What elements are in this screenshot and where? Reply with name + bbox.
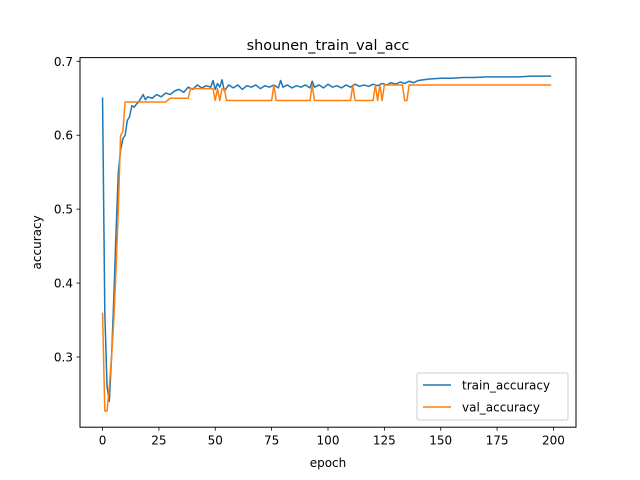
y-tick-label: 0.5 [54,203,73,217]
y-tick-label: 0.3 [54,350,73,364]
x-tick-label: 125 [373,434,396,448]
plot-lines [101,75,552,412]
series-line-val-accuracy [101,84,552,412]
x-tick-label: 50 [208,434,223,448]
y-tick-label: 0.4 [54,277,73,291]
legend-val-accuracy-label: val_accuracy [462,401,540,415]
x-tick-label: 0 [99,434,107,448]
chart-title: shounen_train_val_acc [247,38,410,54]
x-tick-label: 75 [264,434,279,448]
x-tick-label: 200 [542,434,565,448]
y-tick-label: 0.7 [54,55,73,69]
legend-box [416,372,569,421]
legend: train_accuracy val_accuracy [416,372,569,421]
y-tick-label: 0.6 [54,129,73,143]
y-axis-label: accuracy [30,215,44,269]
x-tick-label: 175 [486,434,509,448]
legend-train-accuracy-label: train_accuracy [462,379,550,393]
y-ticks: 0.3 0.4 0.5 0.6 0.7 [54,55,80,364]
x-axis-label: epoch [310,456,347,470]
x-tick-label: 150 [429,434,452,448]
x-tick-label: 100 [317,434,340,448]
x-tick-label: 25 [151,434,166,448]
x-ticks: 0 25 50 75 100 125 150 175 200 [99,427,565,448]
plot-frame [79,57,577,428]
